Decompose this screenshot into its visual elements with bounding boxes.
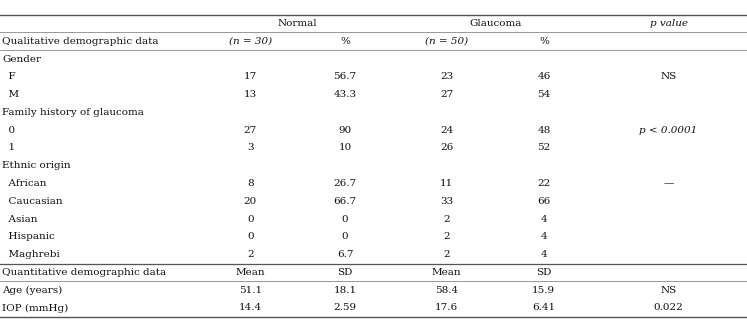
Text: —: —	[663, 179, 674, 188]
Text: 27: 27	[440, 90, 453, 99]
Text: 66.7: 66.7	[334, 197, 356, 206]
Text: 10: 10	[338, 144, 352, 153]
Text: p < 0.0001: p < 0.0001	[639, 126, 698, 135]
Text: 22: 22	[537, 179, 551, 188]
Text: 0: 0	[247, 214, 253, 224]
Text: 0: 0	[2, 126, 16, 135]
Text: IOP (mmHg): IOP (mmHg)	[2, 303, 69, 313]
Text: 1: 1	[2, 144, 16, 153]
Text: p value: p value	[650, 19, 687, 28]
Text: SD: SD	[338, 268, 353, 277]
Text: 2: 2	[444, 250, 450, 259]
Text: 43.3: 43.3	[334, 90, 356, 99]
Text: 52: 52	[537, 144, 551, 153]
Text: 13: 13	[244, 90, 257, 99]
Text: %: %	[539, 37, 549, 46]
Text: M: M	[2, 90, 19, 99]
Text: 18.1: 18.1	[334, 286, 356, 295]
Text: Asian: Asian	[2, 214, 38, 224]
Text: African: African	[2, 179, 47, 188]
Text: 23: 23	[440, 72, 453, 81]
Text: Mean: Mean	[235, 268, 265, 277]
Text: Maghrebi: Maghrebi	[2, 250, 60, 259]
Text: 2: 2	[444, 232, 450, 241]
Text: 3: 3	[247, 144, 253, 153]
Text: 56.7: 56.7	[334, 72, 356, 81]
Text: 4: 4	[541, 214, 547, 224]
Text: NS: NS	[660, 72, 677, 81]
Text: 24: 24	[440, 126, 453, 135]
Text: 0: 0	[342, 214, 348, 224]
Text: 17.6: 17.6	[436, 304, 458, 312]
Text: SD: SD	[536, 268, 551, 277]
Text: Qualitative demographic data: Qualitative demographic data	[2, 37, 159, 46]
Text: 26.7: 26.7	[334, 179, 356, 188]
Text: 48: 48	[537, 126, 551, 135]
Text: 4: 4	[541, 232, 547, 241]
Text: F: F	[2, 72, 16, 81]
Text: 46: 46	[537, 72, 551, 81]
Text: 26: 26	[440, 144, 453, 153]
Text: NS: NS	[660, 286, 677, 295]
Text: 90: 90	[338, 126, 352, 135]
Text: (n = 50): (n = 50)	[425, 37, 468, 46]
Text: %: %	[340, 37, 350, 46]
Text: Caucasian: Caucasian	[2, 197, 63, 206]
Text: 0.022: 0.022	[654, 304, 684, 312]
Text: 17: 17	[244, 72, 257, 81]
Text: 27: 27	[244, 126, 257, 135]
Text: Hispanic: Hispanic	[2, 232, 55, 241]
Text: 33: 33	[440, 197, 453, 206]
Text: 14.4: 14.4	[239, 304, 261, 312]
Text: Family history of glaucoma: Family history of glaucoma	[2, 108, 144, 117]
Text: Glaucoma: Glaucoma	[469, 19, 521, 28]
Text: 11: 11	[440, 179, 453, 188]
Text: 15.9: 15.9	[533, 286, 555, 295]
Text: 8: 8	[247, 179, 253, 188]
Text: 4: 4	[541, 250, 547, 259]
Text: 6.7: 6.7	[337, 250, 353, 259]
Text: 2.59: 2.59	[334, 304, 356, 312]
Text: 58.4: 58.4	[436, 286, 458, 295]
Text: 51.1: 51.1	[239, 286, 261, 295]
Text: 54: 54	[537, 90, 551, 99]
Text: (n = 30): (n = 30)	[229, 37, 272, 46]
Text: Quantitative demographic data: Quantitative demographic data	[2, 268, 167, 277]
Text: 66: 66	[537, 197, 551, 206]
Text: 6.41: 6.41	[533, 304, 555, 312]
Text: 0: 0	[342, 232, 348, 241]
Text: Gender: Gender	[2, 54, 41, 64]
Text: 2: 2	[444, 214, 450, 224]
Text: Normal: Normal	[278, 19, 317, 28]
Text: 20: 20	[244, 197, 257, 206]
Text: Ethnic origin: Ethnic origin	[2, 161, 71, 170]
Text: Age (years): Age (years)	[2, 286, 63, 295]
Text: 0: 0	[247, 232, 253, 241]
Text: 2: 2	[247, 250, 253, 259]
Text: Mean: Mean	[432, 268, 462, 277]
